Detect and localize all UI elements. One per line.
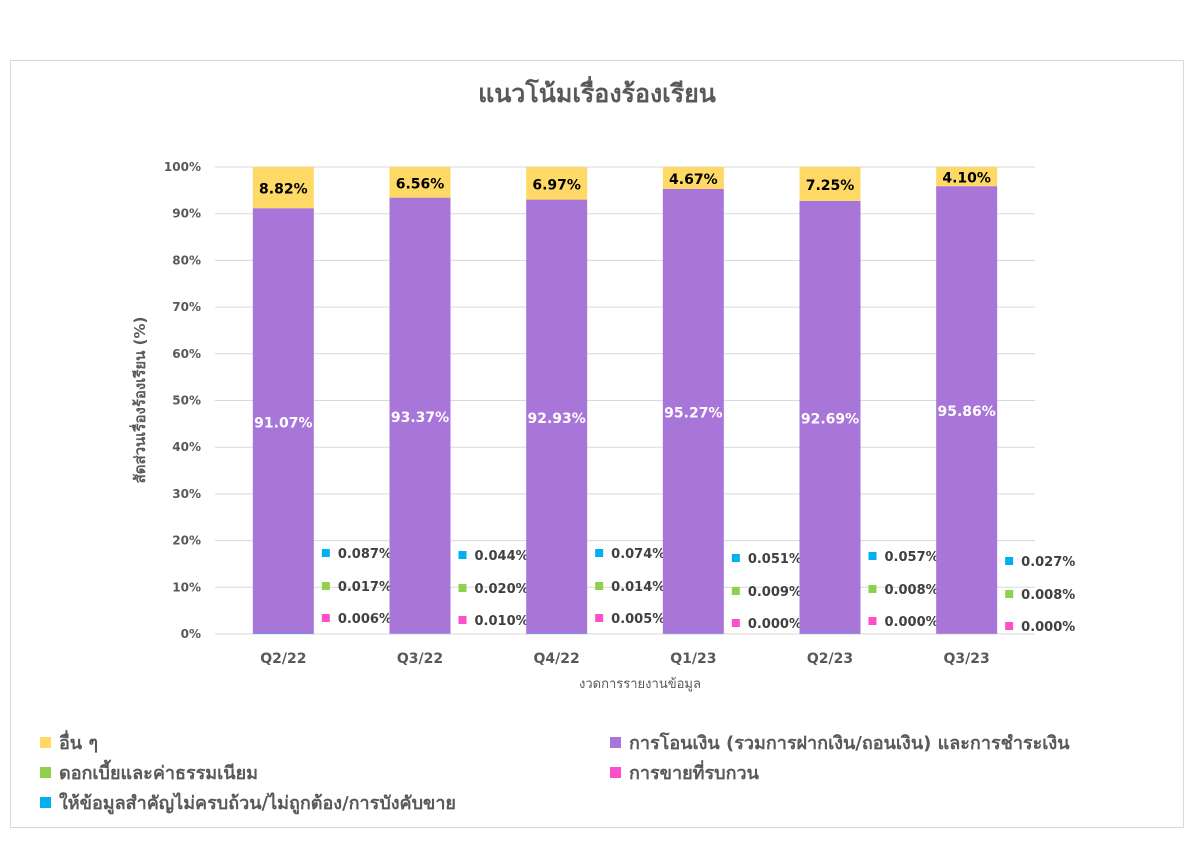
data-label-marker	[321, 614, 330, 622]
data-label-marker	[595, 614, 604, 622]
bar-segment	[936, 167, 998, 187]
legend-item-harassing-sales: การขายที่รบกวน	[610, 758, 759, 787]
bar-segment	[252, 167, 314, 209]
data-label-marker	[458, 584, 467, 592]
data-label: 93.37%	[391, 410, 449, 426]
data-label: 0.027%	[1021, 555, 1075, 570]
data-label-marker	[731, 619, 740, 627]
legend-swatch	[610, 767, 621, 778]
bar-segment	[389, 166, 451, 198]
y-tick-label: 10%	[172, 580, 201, 594]
chart-title: แนวโน้มเรื่องร้องเรียน	[478, 79, 716, 108]
data-label-marker	[458, 551, 467, 559]
data-label: 95.86%	[938, 404, 996, 420]
bar-segment	[662, 188, 724, 634]
x-tick-label: Q3/23	[944, 651, 990, 667]
data-label: 92.93%	[528, 411, 586, 427]
data-label: 0.017%	[338, 580, 392, 595]
legend-swatch	[40, 737, 51, 748]
y-tick-label: 20%	[172, 534, 201, 548]
chart-frame	[10, 60, 1184, 828]
legend-label: ดอกเบี้ยและค่าธรรมเนียม	[59, 763, 259, 784]
data-label: 0.010%	[475, 614, 529, 629]
data-label: 0.087%	[338, 547, 392, 562]
legend-label: อื่น ๆ	[59, 733, 99, 754]
data-label: 0.000%	[748, 617, 802, 632]
data-label: 0.014%	[611, 580, 665, 595]
data-label-marker	[1005, 557, 1014, 565]
legend-label: ให้ข้อมูลสำคัญไม่ครบถ้วน/ไม่ถูกต้อง/การบ…	[59, 793, 456, 814]
data-label-marker	[595, 582, 604, 590]
data-label: 0.051%	[748, 552, 802, 567]
legend-swatch	[610, 737, 621, 748]
legend-swatch	[40, 767, 51, 778]
bar-segment	[662, 167, 724, 189]
x-tick-label: Q2/22	[260, 651, 306, 667]
data-label: 0.074%	[611, 547, 665, 562]
data-label-marker	[1005, 590, 1014, 598]
data-label: 95.27%	[664, 406, 722, 422]
bar-segment	[389, 197, 451, 634]
bar-segment	[799, 166, 861, 201]
data-label: 0.057%	[885, 550, 939, 565]
y-tick-label: 100%	[164, 160, 201, 174]
bar-segment	[252, 208, 314, 634]
data-label: 0.000%	[1021, 620, 1075, 635]
data-label: 6.56%	[396, 176, 445, 192]
y-tick-label: 80%	[172, 253, 201, 267]
legend: อื่น ๆ การโอนเงิน (รวมการฝากเงิน/ถอนเงิน…	[40, 728, 1170, 818]
legend-item-transfer: การโอนเงิน (รวมการฝากเงิน/ถอนเงิน) และกา…	[610, 728, 1070, 757]
chart-plot-area: 0% 10% 20% 30% 40% 50% 60% 70% 80% 90% 100% 91.07% 8…	[164, 160, 1075, 667]
data-label: 0.009%	[748, 585, 802, 600]
legend-swatch	[40, 797, 51, 808]
bar-segment	[799, 200, 861, 634]
y-tick-label: 40%	[172, 440, 201, 454]
data-label: 0.000%	[885, 615, 939, 630]
y-tick-label: 30%	[172, 487, 201, 501]
data-label: 0.005%	[611, 612, 665, 627]
data-label: 0.008%	[885, 583, 939, 598]
legend-label: การโอนเงิน (รวมการฝากเงิน/ถอนเงิน) และกา…	[629, 733, 1070, 754]
data-label: 6.97%	[532, 177, 581, 193]
data-label: 0.020%	[475, 582, 529, 597]
x-tick-label: Q3/22	[397, 651, 443, 667]
data-label: 4.67%	[669, 172, 718, 188]
data-label-marker	[731, 554, 740, 562]
data-label: 8.82%	[259, 182, 308, 198]
y-tick-label: 60%	[172, 347, 201, 361]
data-label-marker	[868, 585, 877, 593]
data-label-marker	[595, 549, 604, 557]
x-tick-label: Q4/22	[534, 651, 580, 667]
y-tick-label: 90%	[172, 207, 201, 221]
data-label: 0.008%	[1021, 588, 1075, 603]
legend-item-incomplete-info: ให้ข้อมูลสำคัญไม่ครบถ้วน/ไม่ถูกต้อง/การบ…	[40, 788, 456, 817]
y-tick-label: 50%	[172, 394, 201, 408]
bar-segment	[526, 167, 588, 200]
data-label-marker	[868, 552, 877, 560]
data-label-marker	[321, 582, 330, 590]
data-label: 91.07%	[254, 415, 312, 431]
bar-segment	[936, 186, 998, 634]
legend-label: การขายที่รบกวน	[629, 763, 759, 784]
data-label-marker	[458, 616, 467, 624]
bar-segment	[526, 199, 588, 634]
data-label: 0.006%	[338, 612, 392, 627]
data-label: 92.69%	[801, 412, 859, 428]
data-label: 0.044%	[475, 549, 529, 564]
data-label-marker	[1005, 622, 1014, 630]
legend-item-interest-fees: ดอกเบี้ยและค่าธรรมเนียม	[40, 758, 258, 787]
x-tick-label: Q1/23	[670, 651, 716, 667]
data-label: 4.10%	[942, 171, 991, 187]
data-label-marker	[321, 549, 330, 557]
y-tick-label: 70%	[172, 300, 201, 314]
x-tick-label: Q2/23	[807, 651, 853, 667]
legend-item-other: อื่น ๆ	[40, 728, 98, 757]
data-label: 7.25%	[806, 178, 855, 194]
data-label-marker	[868, 617, 877, 625]
data-label-marker	[731, 587, 740, 595]
x-axis-label: งวดการรายงานข้อมูล	[579, 677, 701, 692]
y-tick-label: 0%	[181, 627, 201, 641]
